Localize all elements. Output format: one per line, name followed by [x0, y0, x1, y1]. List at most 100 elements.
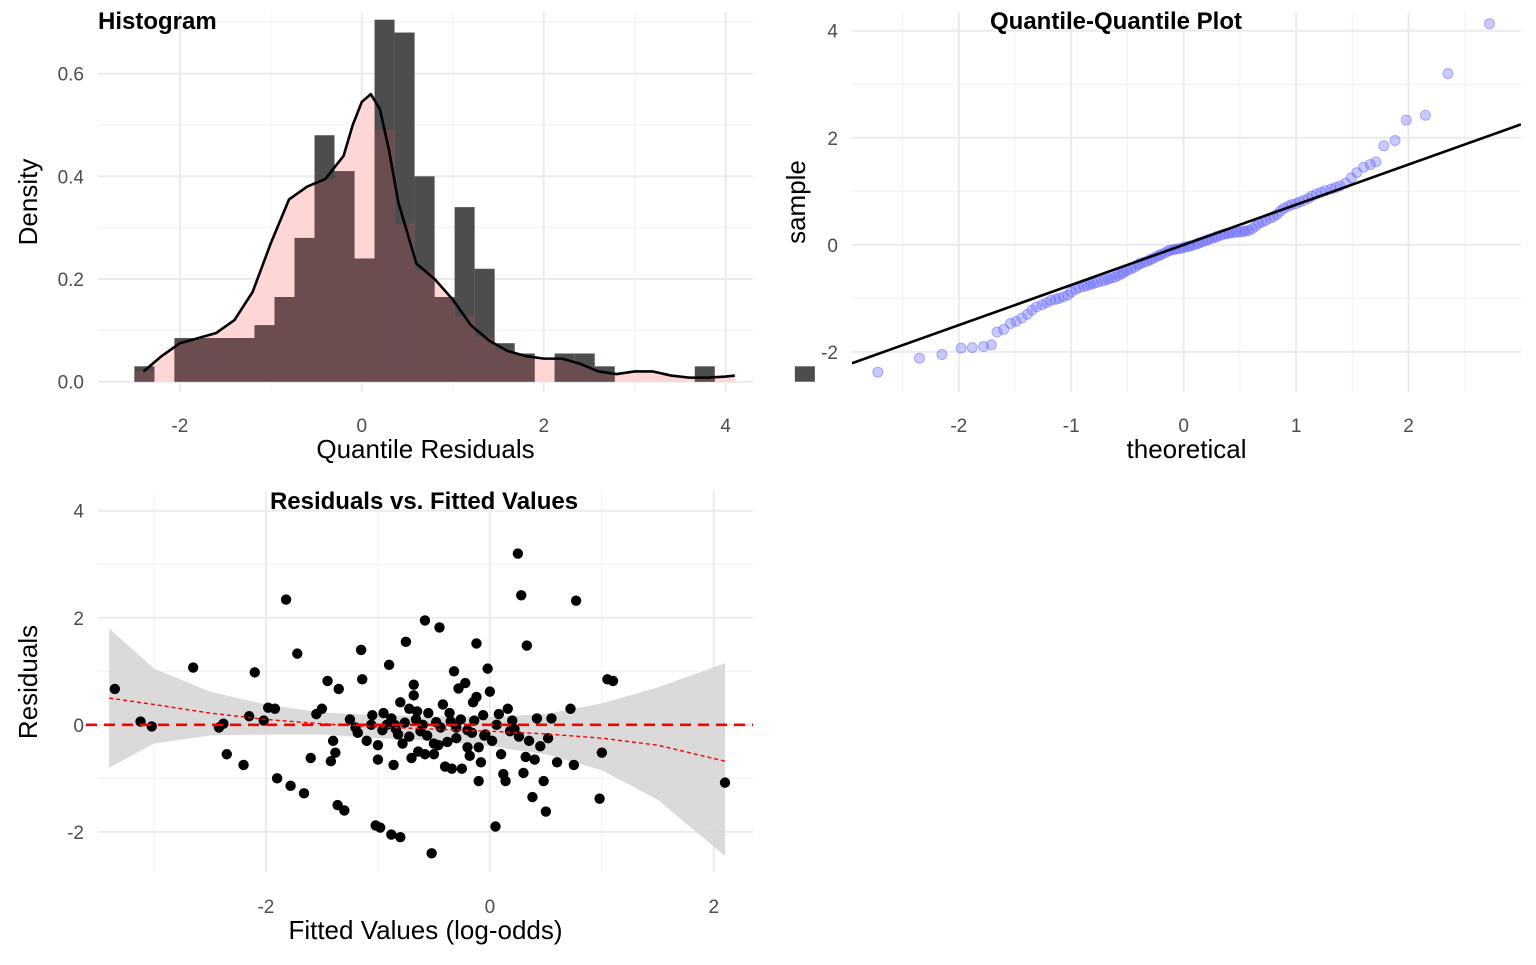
qq-y-tick-label: 0	[827, 236, 838, 257]
rf-y-tick-label: -2	[67, 823, 84, 844]
histogram-bar-overlap	[134, 370, 155, 382]
residual-point	[390, 723, 402, 735]
residual-point	[355, 644, 367, 656]
residual-point	[292, 648, 303, 659]
hist-x-tick-label: 4	[720, 416, 731, 437]
histogram-bar-overlap	[354, 258, 375, 382]
residual-point	[719, 777, 731, 788]
histogram-bar-overlap	[174, 341, 195, 382]
hist-y-tick-label: 0.0	[58, 373, 84, 394]
hist-x-tick-label: 0	[357, 416, 368, 437]
residual-point	[437, 699, 449, 710]
residual-point	[378, 707, 389, 719]
residual-point	[269, 703, 281, 714]
residual-point	[352, 727, 363, 739]
residual-point	[529, 754, 540, 765]
histogram-x-axis-label: Quantile Residuals	[316, 434, 534, 464]
residual-point	[221, 749, 232, 760]
residual-point	[507, 715, 518, 726]
residuals-marks	[86, 548, 753, 859]
qq-point	[1370, 156, 1382, 168]
residual-point	[408, 690, 419, 701]
histogram-bar-overlap	[434, 297, 455, 382]
residual-point	[462, 742, 473, 753]
qq-point	[966, 342, 978, 354]
qq-y-tick-label: 2	[827, 129, 838, 150]
residual-point	[327, 735, 339, 747]
qq-point	[1419, 109, 1431, 121]
residual-point	[258, 715, 269, 726]
rf-y-tick-label: 0	[73, 716, 84, 737]
residual-point	[538, 775, 549, 787]
residual-point	[542, 732, 554, 744]
residual-point	[146, 721, 157, 732]
qq-plot-panel: theoretical sample -2 -1 0 1 2 -2 0 2 4 Quantile-…	[781, 8, 1521, 464]
residual-point	[397, 738, 408, 749]
residual-point	[423, 707, 434, 719]
histogram-bar-overlap	[274, 297, 295, 382]
rf-x-tick-label: -2	[257, 897, 274, 918]
histogram-bar-overlap	[334, 171, 355, 382]
qq-x-tick-label: -1	[1063, 416, 1080, 437]
qq-x-tick-label: -2	[950, 416, 967, 437]
qq-marks	[852, 18, 1521, 378]
residual-point	[521, 640, 533, 651]
residual-point	[446, 763, 458, 774]
residual-point	[442, 736, 453, 748]
residual-point	[372, 754, 384, 765]
residual-point	[502, 703, 513, 714]
residual-point	[596, 747, 608, 758]
qq-y-tick-label: 4	[827, 22, 838, 43]
rf-y-tick-label: 4	[73, 502, 84, 523]
residual-point	[448, 666, 460, 677]
residual-point	[466, 727, 478, 739]
residual-point	[546, 713, 557, 724]
histogram-bar-overlap	[594, 372, 615, 382]
residual-point	[523, 735, 535, 747]
qq-point	[1484, 18, 1496, 30]
histogram-bar-overlap	[454, 316, 475, 382]
residual-point	[218, 718, 229, 729]
loess-smooth-line	[109, 697, 726, 762]
residual-point	[504, 726, 516, 737]
qq-plot-y-axis-label: sample	[781, 160, 811, 244]
qq-plot-title: Quantile-Quantile Plot	[990, 8, 1242, 35]
qq-point	[1378, 140, 1390, 152]
residual-point	[520, 751, 531, 763]
qq-point	[985, 339, 997, 351]
residual-point	[428, 749, 440, 760]
residual-point	[535, 741, 546, 752]
residuals-vs-fitted-title: Residuals vs. Fitted Values	[270, 488, 578, 515]
residual-point	[518, 767, 529, 779]
qq-point	[1240, 225, 1252, 237]
residual-point	[570, 595, 582, 606]
qq-point	[936, 349, 948, 361]
residual-point	[513, 731, 525, 742]
residual-point	[419, 749, 431, 760]
residual-point	[109, 683, 120, 695]
qq-plot-x-axis-label: theoretical	[1127, 434, 1247, 464]
histogram-bar-overlap	[694, 377, 715, 382]
qq-point	[1010, 315, 1022, 327]
residual-point	[408, 679, 419, 690]
residual-point	[486, 735, 498, 747]
residual-point	[460, 677, 471, 689]
residual-point	[490, 821, 501, 832]
qq-x-tick-label: 0	[1178, 416, 1189, 437]
histogram-bar	[794, 366, 815, 382]
histogram-bar-overlap	[314, 179, 335, 382]
residual-point	[551, 757, 563, 768]
qq-point	[991, 326, 1003, 338]
residual-point	[444, 707, 455, 719]
residual-point	[482, 663, 493, 674]
residual-point	[434, 622, 445, 633]
residuals-vs-fitted-panel: Fitted Values (log-odds) Residuals -2 0 2 -…	[13, 488, 753, 945]
residual-point	[400, 636, 412, 648]
histogram-bar-overlap	[474, 336, 495, 382]
qq-point	[1400, 114, 1412, 126]
residual-point	[426, 848, 437, 859]
residual-point	[527, 791, 538, 803]
density-line	[142, 92, 735, 379]
qq-grid	[852, 12, 1521, 392]
